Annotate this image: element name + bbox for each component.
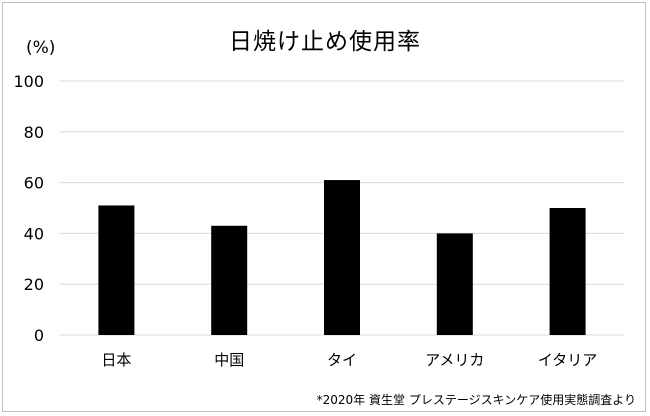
x-tick-label: イタリア: [538, 351, 597, 369]
y-tick-label: 100: [13, 72, 44, 91]
y-tick-label: 80: [24, 123, 44, 142]
x-tick-label: アメリカ: [425, 351, 484, 369]
bar: [436, 233, 473, 335]
bar: [324, 180, 360, 335]
y-tick-label: 0: [34, 326, 44, 345]
bar: [549, 208, 586, 335]
x-tick-label: 日本: [101, 351, 131, 369]
chart-title: 日焼け止め使用率: [229, 29, 421, 55]
bar: [211, 225, 248, 335]
bar: [98, 205, 135, 335]
y-tick-label: 60: [24, 174, 44, 193]
x-tick-label: 中国: [214, 351, 244, 369]
x-tick-label: タイ: [327, 351, 357, 369]
y-tick-label: 40: [24, 224, 44, 243]
y-axis-unit-label: (%): [26, 38, 56, 58]
y-tick-label: 20: [24, 275, 44, 294]
source-note: *2020年 資生堂 プレステージスキンケア使用実態調査より: [316, 393, 636, 407]
